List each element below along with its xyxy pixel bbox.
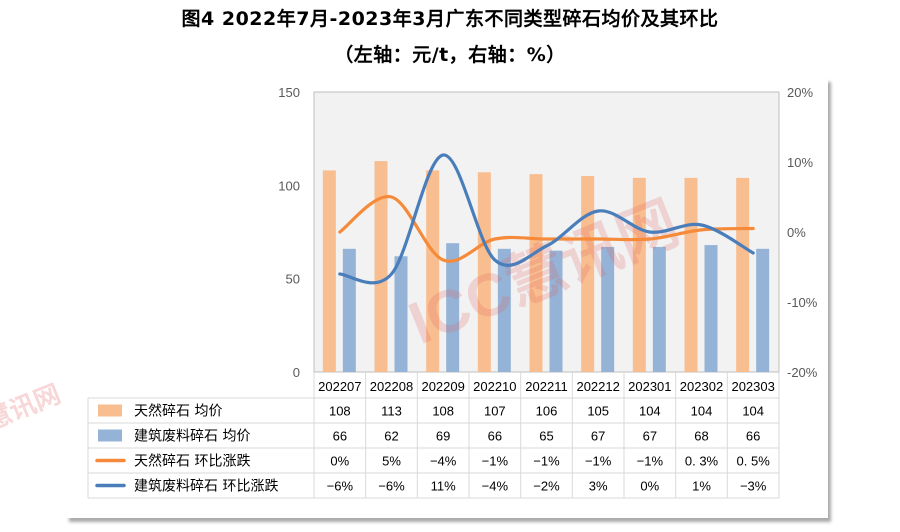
data-label: 0. 3% (685, 454, 719, 469)
data-label: −6% (378, 479, 405, 494)
bar-waste-202303 (756, 248, 770, 372)
data-label: −4% (430, 454, 457, 469)
data-label: 0. 5% (737, 454, 771, 469)
data-label: 69 (436, 429, 450, 444)
data-label: 108 (329, 404, 351, 419)
legend-key (98, 429, 122, 442)
bar-waste-202212 (601, 246, 615, 372)
bar-natural-202211 (529, 174, 543, 372)
right-axis-tick: 10% (787, 155, 813, 170)
line-waste-mom (338, 153, 755, 285)
data-label: 65 (539, 429, 553, 444)
legend-label: 天然碎石 均价 (134, 403, 222, 420)
data-label: −2% (533, 479, 560, 494)
data-label: 104 (742, 404, 764, 419)
bar-waste-202209 (446, 243, 460, 372)
watermark-left: 慧讯网 (0, 379, 65, 436)
category-label: 202212 (576, 379, 619, 394)
left-axis-tick: 50 (286, 272, 300, 287)
data-label: 67 (591, 429, 605, 444)
chart-title: 图4 2022年7月-2023年3月广东不同类型碎石均价及其环比 (181, 8, 719, 30)
bar-waste-202302 (704, 245, 718, 372)
left-axis-tick: 0 (293, 365, 300, 380)
data-label: 0% (640, 479, 659, 494)
data-label: −1% (533, 454, 560, 469)
left-axis-tick: 150 (278, 85, 300, 100)
data-label: 113 (381, 404, 402, 419)
category-label: 202303 (731, 379, 774, 394)
data-label: −3% (740, 479, 767, 494)
data-label: 62 (384, 429, 398, 444)
category-label: 202210 (473, 379, 516, 394)
data-label: 106 (536, 404, 558, 419)
data-label: 1% (692, 479, 711, 494)
bar-waste-202210 (497, 248, 511, 372)
bar-natural-202212 (581, 176, 595, 372)
data-label: 67 (643, 429, 657, 444)
right-axis-tick: -20% (787, 365, 818, 380)
data-label: 105 (587, 404, 609, 419)
bar-waste-202207 (342, 248, 356, 372)
bar-waste-202208 (394, 256, 408, 372)
data-label: 3% (589, 479, 608, 494)
right-axis-tick: -10% (787, 295, 818, 310)
data-label: 66 (333, 429, 347, 444)
chart-subtitle: （左轴：元/t，右轴：%） (334, 44, 566, 66)
bar-waste-202211 (549, 250, 563, 372)
data-label: 0% (330, 454, 349, 469)
data-label: 108 (432, 404, 454, 419)
legend-label: 建筑废料碎石 均价 (134, 429, 250, 445)
data-label: 11% (431, 479, 456, 494)
bar-natural-202207 (322, 170, 336, 372)
left-axis-tick: 100 (278, 178, 300, 193)
line-natural-mom (338, 195, 755, 263)
right-axis-tick: 20% (787, 85, 813, 100)
category-label: 202207 (318, 379, 361, 394)
bar-natural-202303 (736, 177, 750, 372)
category-label: 202209 (421, 379, 464, 394)
data-label: −6% (327, 479, 354, 494)
category-label: 202302 (680, 379, 723, 394)
bar-natural-202210 (477, 172, 491, 372)
category-label: 202301 (628, 379, 671, 394)
category-label: 202208 (370, 379, 413, 394)
bar-natural-202302 (684, 177, 698, 372)
legend-key (98, 404, 122, 417)
legend-label: 天然碎石 环比涨跌 (134, 453, 250, 470)
data-label: 104 (639, 404, 661, 419)
data-label: 104 (691, 404, 713, 419)
data-label: 68 (694, 429, 708, 444)
data-label: 66 (488, 429, 502, 444)
bar-waste-202301 (652, 246, 666, 372)
data-label: 107 (484, 404, 506, 419)
category-label: 202211 (525, 379, 567, 394)
legend-label: 建筑废料碎石 环比涨跌 (134, 479, 278, 495)
data-label: 5% (382, 454, 401, 469)
data-label: −1% (482, 454, 509, 469)
right-axis-tick: 0% (787, 225, 806, 240)
data-label: −1% (585, 454, 612, 469)
data-label: −4% (482, 479, 509, 494)
bar-natural-202209 (426, 170, 440, 372)
data-label: −1% (637, 454, 664, 469)
bar-natural-202208 (374, 161, 388, 372)
plot-area (313, 91, 780, 373)
data-label: 66 (746, 429, 760, 444)
